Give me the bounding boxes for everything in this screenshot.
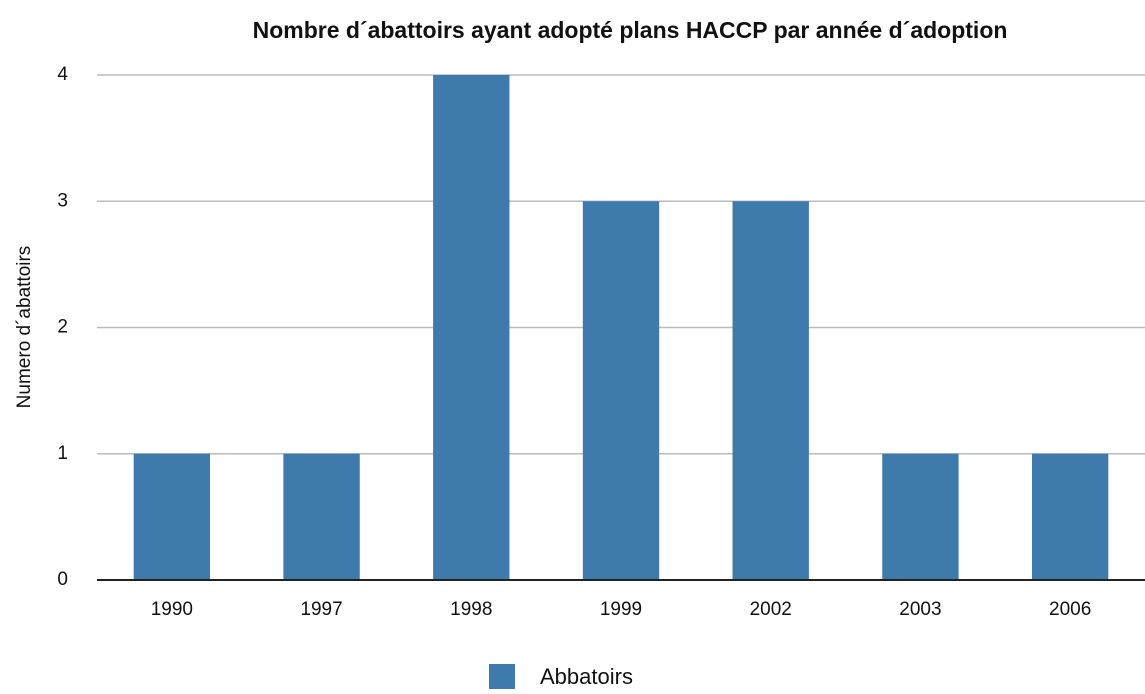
x-tick-label: 1997 bbox=[300, 599, 342, 620]
y-tick-label: 4 bbox=[57, 64, 68, 85]
y-tick-label: 2 bbox=[57, 317, 68, 338]
x-tick-label: 2006 bbox=[1049, 599, 1091, 620]
x-tick-label: 1990 bbox=[151, 599, 193, 620]
x-tick-label: 2003 bbox=[899, 599, 941, 620]
bar bbox=[732, 201, 809, 580]
x-tick-label: 2002 bbox=[750, 599, 792, 620]
bar bbox=[1031, 453, 1109, 580]
x-tick-label: 1999 bbox=[600, 599, 642, 620]
y-tick-label: 3 bbox=[57, 190, 68, 211]
bar bbox=[882, 453, 959, 580]
bar bbox=[433, 75, 510, 580]
bar bbox=[283, 453, 360, 580]
y-tick-label: 0 bbox=[57, 569, 68, 590]
x-tick-label: 1998 bbox=[450, 599, 492, 620]
legend-swatch bbox=[489, 664, 515, 690]
chart-title: Nombre d´abattoirs ayant adopté plans HA… bbox=[253, 17, 1008, 43]
bar bbox=[133, 453, 211, 580]
y-axis-label: Numero d´abattoirs bbox=[14, 246, 35, 409]
y-tick-label: 1 bbox=[57, 443, 68, 464]
legend-label: Abbatoirs bbox=[540, 664, 633, 689]
bar bbox=[582, 201, 660, 580]
